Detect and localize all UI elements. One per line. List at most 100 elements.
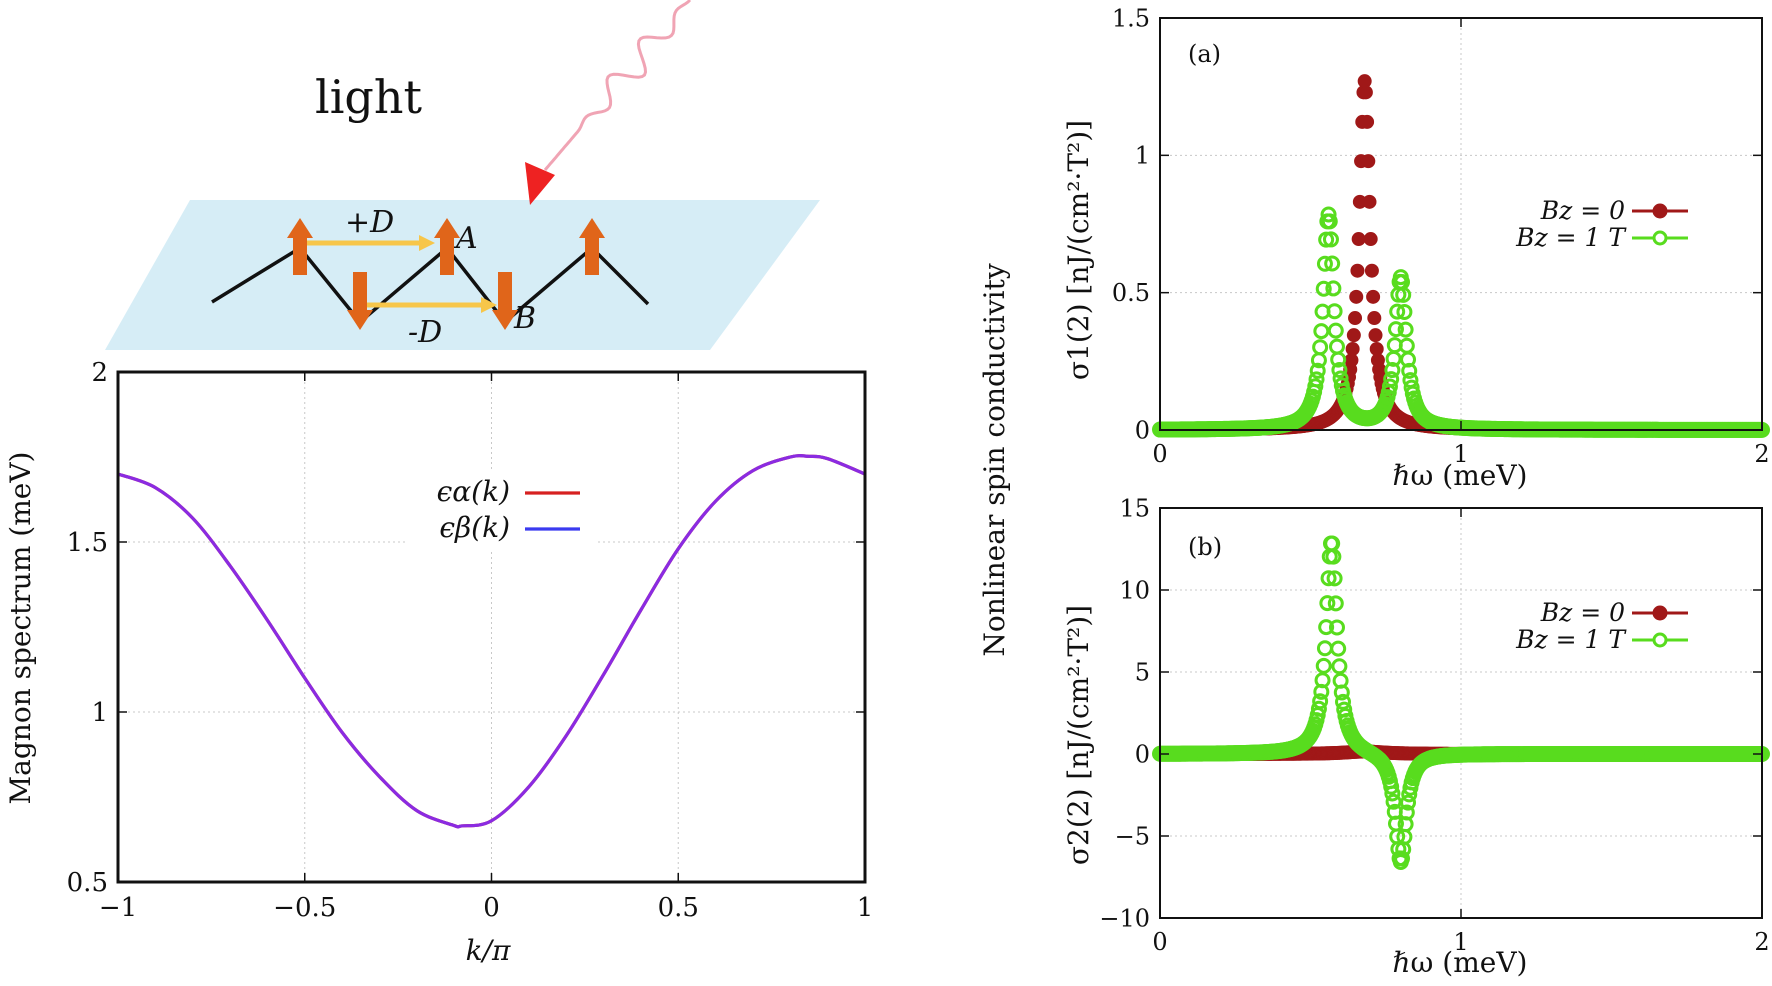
magnon-grid [118,372,865,882]
data-point [1367,311,1382,326]
magnon-series [117,454,866,829]
data-point [1312,693,1329,710]
data-point [1381,378,1398,395]
data-point [1346,328,1361,343]
panel-a-grid [1160,18,1762,430]
magnon-spectrum-chart: −1 −0.5 0 0.5 1 0.5 1 1.5 2 k/π Magnon spectrum … [4,358,873,967]
dm-arrow-head [419,235,435,251]
data-point [1351,232,1366,247]
minus-d-label: -D [408,315,442,350]
magnon-y-axis-label: Magnon spectrum (meV) [4,452,37,805]
data-point [1319,595,1336,612]
data-point [1327,322,1344,339]
y-tick-label: 2 [91,358,108,388]
panel-b-ticks: 0 1 2 −10 −5 0 5 10 15 [1099,494,1769,956]
site-a-label: A [453,221,478,256]
data-point [1366,289,1381,304]
data-point [1368,328,1383,343]
legend-label-1: ϵβ(k) [439,511,510,544]
data-point [1389,303,1406,320]
spin-up-arrow [287,218,313,275]
data-point [1387,321,1404,338]
panel-a-legend: Bz = 0Bz = 1 T [1515,196,1688,252]
legend-marker-1 [1652,632,1668,648]
data-point [1315,280,1332,297]
lattice-plane [105,200,820,350]
magnon-x-axis-label: k/π [466,934,511,967]
legend-marker-1 [1652,230,1668,246]
shared-y-axis-label: Nonlinear spin conductivity [978,263,1011,657]
data-point [1324,255,1341,272]
y-tick-label: 5 [1135,658,1150,686]
series-1 [1152,535,1770,870]
data-point [1398,804,1415,821]
panel-a-tag: (a) [1188,40,1221,68]
y-tick-label: 1.5 [1112,4,1150,32]
x-tick-label: 0 [1152,440,1167,468]
data-point [1364,263,1379,278]
x-tick-label: 1 [1453,928,1468,956]
data-point [1315,657,1332,674]
series-1 [1152,206,1770,438]
y-tick-label: −10 [1099,904,1150,932]
data-point [1316,255,1333,272]
dm-arrow-minus [365,297,497,313]
data-point [1320,206,1337,223]
dm-arrow-plus [305,235,435,251]
data-point [1333,684,1350,701]
light-label: light [315,70,422,124]
x-tick-label: 2 [1754,440,1769,468]
data-point [1330,351,1347,368]
data-point [1348,311,1363,326]
data-point [1362,194,1377,209]
data-point [1360,114,1375,129]
series-line-1 [117,454,866,829]
data-point [1400,794,1417,811]
x-tick-label: 2 [1754,928,1769,956]
spin-down-arrow [492,272,518,330]
panel-b-series [1152,535,1770,870]
magnon-legend: ϵα(k)ϵβ(k) [405,472,595,550]
panel-b-grid [1160,508,1762,918]
data-point [1309,362,1326,379]
data-point [1331,658,1348,675]
legend-label-0: Bz = 0 [1540,196,1625,225]
data-point [1325,548,1342,565]
data-point [1395,286,1412,303]
legend-label-0: ϵα(k) [437,475,510,508]
data-point [1384,362,1401,379]
spin-chain-illustration: light +D -D A B [105,0,820,350]
y-tick-label: 10 [1119,576,1150,604]
y-tick-label: 0.5 [67,868,108,898]
data-point [1307,378,1324,395]
y-tick-label: 0 [1135,416,1150,444]
y-tick-label: 1 [1135,142,1150,170]
panel-b-tag: (b) [1188,533,1222,561]
data-point [1310,700,1327,717]
spin-arrows [287,218,605,330]
y-tick-label: 1 [91,698,108,728]
magnon-ticks: −1 −0.5 0 0.5 1 0.5 1 1.5 2 [67,358,874,923]
data-point [1326,303,1343,320]
data-point [1320,570,1337,587]
data-point [1308,371,1325,388]
x-tick-label: 0.5 [658,893,699,923]
data-point [1312,339,1329,356]
x-tick-label: 0 [483,893,500,923]
panel-a-ticks: 0 1 2 0 0.5 1 1.5 [1112,4,1770,468]
legend-label-0: Bz = 0 [1540,598,1625,627]
light-arrowhead [525,162,555,205]
x-tick-label: 1 [1453,440,1468,468]
data-point [1350,263,1365,278]
panel-a-y-axis-label: σ1(2) [nJ/(cm²·T²)] [1062,120,1095,380]
legend-label-1: Bz = 1 T [1515,223,1627,252]
x-tick-label: −0.5 [273,893,336,923]
data-point [1313,323,1330,340]
x-tick-label: 1 [857,893,874,923]
panel-b-x-axis-label: ℏω (meV) [1393,946,1528,979]
spin-down-arrow [347,272,373,330]
data-point [1322,231,1339,248]
panel-a-x-axis-label: ℏω (meV) [1393,459,1528,492]
